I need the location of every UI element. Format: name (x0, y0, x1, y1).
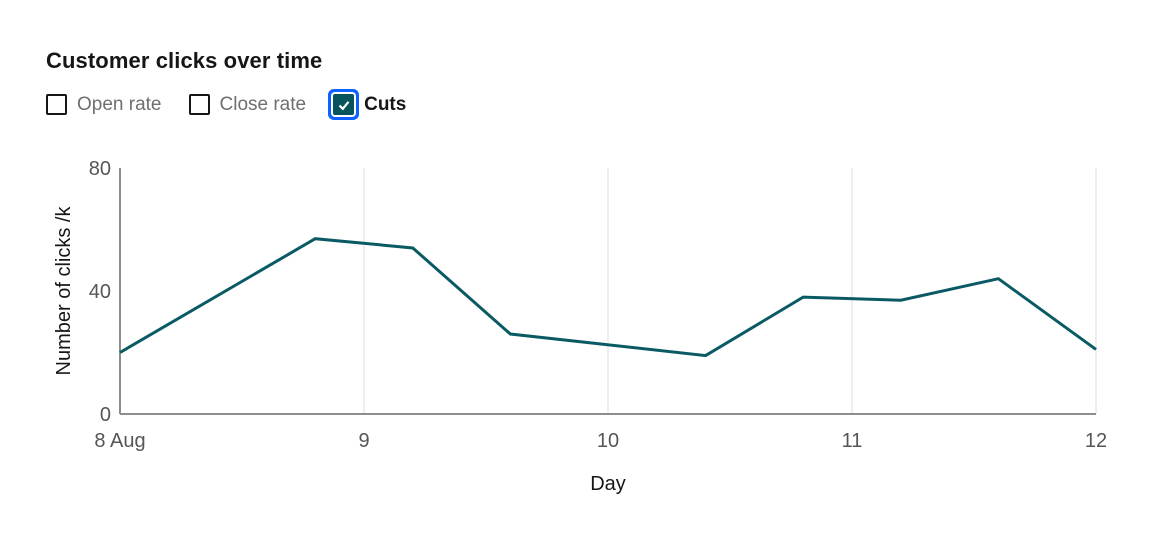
legend-label: Open rate (77, 94, 162, 115)
legend-label: Cuts (364, 94, 407, 115)
x-tick-label: 10 (597, 430, 619, 452)
line-chart: 0 40 80 8 Aug 9 10 11 12 Number of clicks /k Day (0, 150, 1152, 546)
checkbox-open-rate[interactable] (46, 94, 67, 115)
y-tick-label: 40 (89, 281, 111, 303)
x-tick-label: 9 (358, 430, 369, 452)
chart-title: Customer clicks over time (46, 48, 323, 73)
x-axis-title: Day (590, 473, 626, 495)
x-tick-label: 8 Aug (94, 430, 145, 452)
legend-label: Close rate (219, 94, 307, 115)
checkbox-cuts[interactable] (333, 94, 355, 115)
legend-item-cuts[interactable]: Cuts (333, 94, 406, 115)
y-tick-label: 80 (89, 158, 111, 180)
chart-canvas: 0 40 80 8 Aug 9 10 11 12 Number of clicks /k Day (53, 158, 1107, 495)
x-tick-label: 12 (1085, 430, 1107, 452)
legend-item-close-rate[interactable]: Close rate (188, 94, 307, 115)
legend: Open rate Close rate Cuts (46, 94, 406, 115)
checkbox-close-rate[interactable] (188, 94, 210, 115)
y-axis-title: Number of clicks /k (53, 206, 75, 376)
x-tick-label: 11 (842, 430, 863, 452)
checkmark-icon (338, 100, 349, 110)
y-tick-label: 0 (100, 404, 111, 426)
series-line-cuts (119, 237, 1097, 358)
legend-item-open-rate[interactable]: Open rate (46, 94, 162, 115)
